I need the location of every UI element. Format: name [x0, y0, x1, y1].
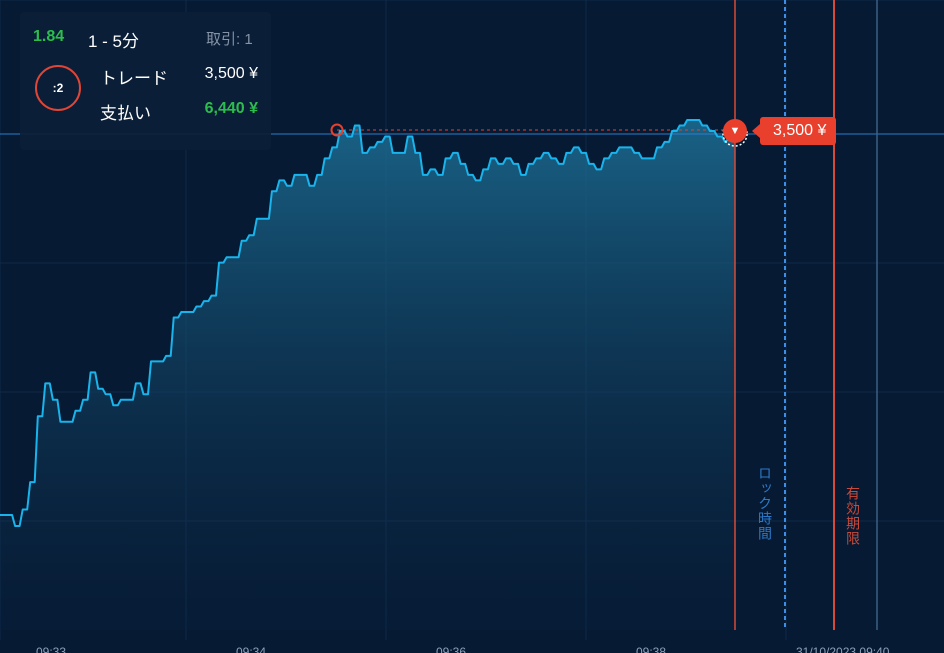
payout-rate: 1.84: [33, 28, 65, 45]
trades-count: 取引: 1: [206, 31, 253, 48]
countdown-timer: :2: [35, 65, 81, 111]
trade-duration: 1 - 5分: [88, 32, 140, 51]
time-axis-label: 09:33 ...: [36, 645, 80, 653]
price-line: [0, 119, 736, 527]
trade-amount-label: トレード: [100, 69, 168, 88]
put-direction-icon[interactable]: ▼: [723, 119, 747, 143]
time-axis-label: 31/10/2023 09:40: [796, 645, 890, 653]
payout-label: 支払い: [100, 104, 151, 123]
trade-amount-value: 3,500 ¥: [204, 65, 258, 82]
time-axis-label: 09:34 ...: [236, 645, 280, 653]
lock-time-label: ロック時間: [757, 466, 773, 541]
trade-price-tag[interactable]: 3,500 ¥: [751, 117, 837, 145]
time-axis-label: 09:36 ...: [436, 645, 480, 653]
price-area-fill: [0, 120, 735, 630]
trade-info-panel: 1.84 1 - 5分 取引: 1 :2 トレード 3,500 ¥ 支払い 6,…: [20, 12, 271, 150]
entry-point-marker: [330, 123, 344, 137]
time-axis-label: 09:38 ...: [636, 645, 680, 653]
expiry-time-label: 有効期限: [845, 486, 861, 546]
payout-value: 6,440 ¥: [204, 100, 258, 117]
